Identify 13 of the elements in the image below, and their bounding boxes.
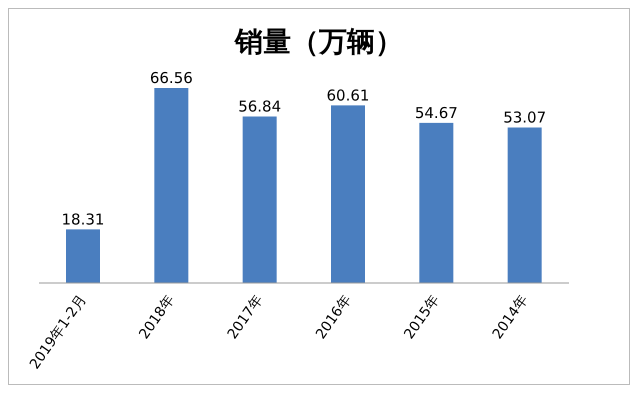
data-label: 18.31: [62, 210, 104, 228]
bar: [419, 122, 454, 283]
data-label: 54.67: [414, 104, 458, 122]
chart-title: 销量（万辆）: [233, 24, 404, 60]
bar: [66, 229, 100, 283]
data-label: 53.07: [503, 108, 546, 127]
data-label: 66.56: [150, 69, 193, 87]
data-label: 60.61: [326, 86, 370, 104]
bar: [154, 88, 188, 283]
bar: [331, 105, 365, 283]
data-label: 56.84: [238, 97, 282, 116]
bar: [242, 116, 277, 283]
bar: [508, 128, 542, 283]
